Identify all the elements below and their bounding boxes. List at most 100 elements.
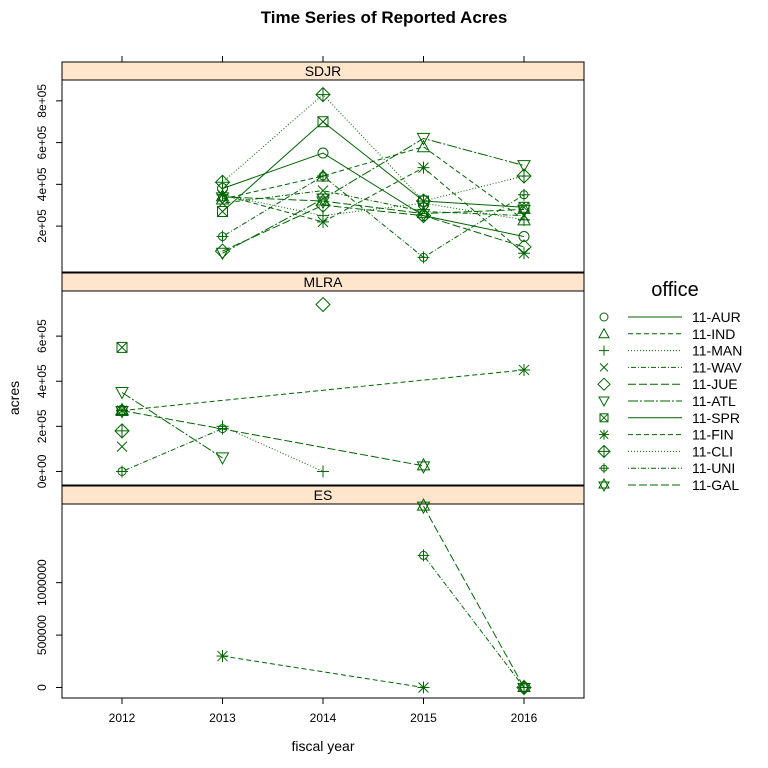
y-tick-label: 0 xyxy=(35,684,49,691)
y-tick-label: 6e+05 xyxy=(35,319,49,353)
point-11-spr xyxy=(116,341,128,353)
y-tick-label: 2e+05 xyxy=(35,409,49,443)
series-line-11-uni xyxy=(121,428,223,472)
series-line-11-fin xyxy=(222,167,525,254)
point-11-uni xyxy=(216,230,229,243)
series-line-11-fin xyxy=(222,655,424,689)
series-line-11-man xyxy=(222,425,324,472)
point-11-man xyxy=(317,465,329,478)
point-11-atl xyxy=(115,387,129,400)
series-line-11-jue xyxy=(222,204,525,252)
legend-label-11-spr: 11-SPR xyxy=(692,410,740,426)
point-11-uni xyxy=(417,549,430,562)
series-line-11-uni xyxy=(222,175,525,259)
y-tick-label: 6e+05 xyxy=(35,125,49,159)
x-tick-label: 2015 xyxy=(410,711,437,725)
series-line-11-atl xyxy=(121,392,223,459)
series-line-11-gal xyxy=(222,196,525,215)
point-11-aur xyxy=(599,312,609,322)
panel-frame xyxy=(61,79,585,273)
y-tick-label: 4e+05 xyxy=(35,364,49,398)
legend-label-11-atl: 11-ATL xyxy=(692,393,736,409)
series-line-11-man xyxy=(222,194,525,221)
series-line-11-wav xyxy=(222,190,525,217)
y-axis-label: acres xyxy=(6,381,22,415)
point-11-fin xyxy=(417,681,430,694)
x-tick-label: 2016 xyxy=(511,711,538,725)
point-11-aur xyxy=(518,231,530,243)
point-11-jue xyxy=(214,243,231,259)
point-11-atl xyxy=(598,396,610,408)
legend: 11-AUR11-IND11-MAN11-WAV11-JUE11-ATL11-S… xyxy=(597,309,742,493)
legend-label-11-aur: 11-AUR xyxy=(692,309,741,325)
legend-label-11-jue: 11-JUE xyxy=(692,376,738,392)
point-11-gal xyxy=(598,477,610,493)
point-11-gal xyxy=(416,457,431,474)
point-11-uni xyxy=(116,465,128,478)
y-tick-label: 500000 xyxy=(35,615,49,655)
point-11-spr xyxy=(599,413,609,423)
point-11-gal xyxy=(517,201,531,218)
point-11-fin xyxy=(417,161,430,174)
legend-label-11-uni: 11-UNI xyxy=(692,460,735,476)
point-11-fin xyxy=(518,363,530,376)
point-11-atl xyxy=(215,247,230,261)
point-11-uni xyxy=(317,170,329,182)
legend-title: office xyxy=(651,279,698,301)
point-11-spr xyxy=(317,116,329,128)
y-tick-label: 2e+05 xyxy=(35,209,49,243)
series-line-11-cli xyxy=(222,93,525,202)
chart-marks xyxy=(114,86,532,696)
legend-label-11-wav: 11-WAV xyxy=(692,359,742,375)
point-11-atl xyxy=(517,160,531,173)
point-11-fin xyxy=(317,215,329,228)
point-11-ind xyxy=(416,139,431,153)
y-tick-label: 0e+00 xyxy=(35,454,49,488)
point-11-uni xyxy=(518,188,530,201)
y-tick-label: 4e+05 xyxy=(35,167,49,201)
series-line-11-atl xyxy=(222,137,525,254)
x-tick-label: 2012 xyxy=(109,711,136,725)
point-11-gal xyxy=(115,402,129,419)
series-line-11-uni xyxy=(423,555,525,688)
point-11-cli xyxy=(516,679,532,696)
series-line-11-fin xyxy=(121,369,525,412)
point-11-jue xyxy=(415,207,432,224)
chart-title: Time Series of Reported Acres xyxy=(261,8,508,27)
point-11-cli xyxy=(597,444,611,459)
point-11-fin xyxy=(518,247,530,260)
point-11-cli xyxy=(516,168,532,184)
x-axis-label: fiscal year xyxy=(291,738,354,754)
point-11-gal xyxy=(316,192,330,210)
point-11-uni xyxy=(599,463,609,474)
point-11-gal xyxy=(416,205,431,222)
point-11-gal xyxy=(215,188,230,205)
legend-label-11-fin: 11-FIN xyxy=(692,427,734,443)
point-11-wav xyxy=(116,441,128,453)
panel-frame xyxy=(61,503,585,699)
legend-label-11-cli: 11-CLI xyxy=(692,443,733,459)
point-11-uni xyxy=(417,251,430,264)
legend-label-11-man: 11-MAN xyxy=(692,343,742,359)
point-11-fin xyxy=(216,650,229,663)
panel-strip-label: ES xyxy=(314,487,333,503)
x-tick-label: 2014 xyxy=(310,711,337,725)
panel-strip-label: MLRA xyxy=(304,274,344,290)
point-11-jue xyxy=(315,296,331,313)
point-11-cli xyxy=(114,423,130,439)
point-11-aur xyxy=(317,147,329,159)
panel-strip-label: SDJR xyxy=(305,63,342,79)
y-tick-label: 1000000 xyxy=(35,559,49,606)
legend-label-11-ind: 11-IND xyxy=(692,326,735,342)
series-line-11-gal xyxy=(121,410,424,467)
point-11-fin xyxy=(599,429,609,440)
legend-label-11-gal: 11-GAL xyxy=(692,477,739,493)
point-11-wav xyxy=(599,363,609,372)
series-line-11-spr xyxy=(222,121,525,212)
point-11-man xyxy=(599,345,609,356)
series-line-11-gal xyxy=(423,505,525,688)
point-11-jue xyxy=(597,377,611,391)
point-11-atl xyxy=(215,452,230,465)
panel-frames: 2012 2013 2014 2015 2016 SDJR 2e+05 4e+05 6e+05 8… xyxy=(35,56,585,725)
